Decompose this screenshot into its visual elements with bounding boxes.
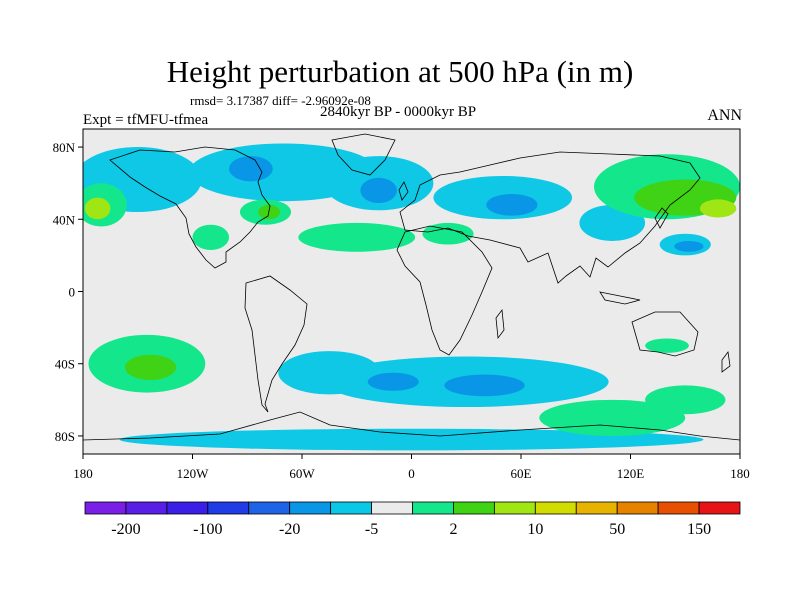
- colorbar-label: -200: [111, 521, 140, 538]
- region-antarctic-coast: [119, 428, 704, 451]
- region-north-pacific-west-core: [84, 197, 111, 220]
- colorbar-label: -5: [365, 521, 378, 538]
- y-tick-label: 80S: [55, 429, 75, 444]
- colorbar-label: 10: [527, 521, 543, 538]
- region-south-pacific-core: [124, 354, 177, 380]
- colorbar-swatch: [453, 501, 495, 515]
- region-south-america-tongue: [278, 351, 381, 395]
- coastline-antarctica: [83, 411, 740, 441]
- season-label: ANN: [707, 107, 742, 124]
- coastline-uk: [398, 181, 409, 201]
- x-axis-ticks: 180 120W 60W 0 60E 120E 180: [73, 454, 750, 481]
- experiment-label: Expt = tfMFU-tfmea: [83, 112, 209, 128]
- region-south-indian-low: [367, 372, 419, 391]
- region-western-us-high: [192, 224, 229, 250]
- colorbar-swatch: [371, 501, 413, 515]
- x-tick-label: 0: [408, 466, 415, 481]
- colorbar-label: -20: [279, 521, 300, 538]
- colorbar-swatch: [84, 501, 127, 515]
- colorbar-swatch: [125, 501, 168, 515]
- colorbar-swatch: [166, 501, 209, 515]
- stats-text: rmsd= 3.17387 diff= -2.96092e-08: [190, 93, 371, 108]
- coastline-south-america: [244, 275, 308, 413]
- coastline-africa: [396, 225, 493, 356]
- figure-title: Height perturbation at 500 hPa (in m): [166, 54, 634, 89]
- region-europe-low: [486, 194, 538, 216]
- y-axis-ticks: 80N 40N 0 40S 80S: [53, 140, 83, 444]
- colorbar-label: 50: [609, 521, 625, 538]
- coastline-north-america: [109, 146, 271, 269]
- contour-regions: [83, 143, 740, 451]
- colorbar-label: 150: [687, 521, 711, 538]
- region-siberia-peak: [699, 199, 737, 218]
- region-mediterranean-high: [422, 222, 474, 245]
- coastline-japan: [654, 207, 669, 229]
- coastline-madagascar: [495, 308, 505, 340]
- colorbar-swatch: [207, 501, 250, 515]
- colorbar-swatch: [248, 501, 291, 515]
- region-southern-ocean-east-high: [645, 385, 726, 415]
- x-tick-label: 180: [73, 466, 93, 481]
- colorbar-swatch: [289, 501, 332, 515]
- coastline-australia: [631, 311, 699, 357]
- y-tick-label: 40N: [53, 212, 76, 227]
- colorbar-label: -100: [193, 521, 222, 538]
- y-tick-label: 80N: [53, 140, 76, 155]
- region-baffin-low: [229, 156, 273, 182]
- coastline-new-zealand: [721, 350, 731, 373]
- coastlines: [83, 133, 740, 441]
- y-tick-label: 40S: [55, 357, 75, 372]
- x-tick-label: 60W: [289, 466, 315, 481]
- colorbar-swatch: [330, 501, 372, 515]
- region-pacific-low: [674, 240, 704, 252]
- colorbar-swatch: [657, 501, 700, 515]
- coastline-greenland: [331, 133, 396, 176]
- period-label: 2840kyr BP - 0000kyr BP: [320, 104, 477, 120]
- region-north-atlantic-high: [298, 222, 416, 252]
- colorbar-swatch: [534, 501, 577, 515]
- x-tick-label: 180: [730, 466, 750, 481]
- region-south-indian-high: [539, 399, 686, 436]
- x-tick-label: 60E: [511, 466, 532, 481]
- colorbar: -200 -100 -20 -5 2 10 50 150: [84, 501, 741, 538]
- y-tick-label: 0: [69, 285, 76, 300]
- colorbar-swatch: [493, 501, 536, 515]
- coastline-indonesia: [599, 291, 641, 305]
- colorbar-swatch: [575, 501, 618, 515]
- colorbar-swatch: [698, 501, 741, 515]
- region-iceland-low: [360, 177, 397, 204]
- colorbar-swatch: [412, 501, 454, 515]
- colorbar-label: 2: [449, 521, 457, 538]
- colorbar-swatch: [616, 501, 659, 515]
- region-australia-high: [645, 338, 689, 353]
- region-south-atlantic-low: [444, 374, 525, 397]
- coastline-europe-asia: [399, 151, 701, 284]
- x-tick-label: 120E: [617, 466, 645, 481]
- x-tick-label: 120W: [177, 466, 210, 481]
